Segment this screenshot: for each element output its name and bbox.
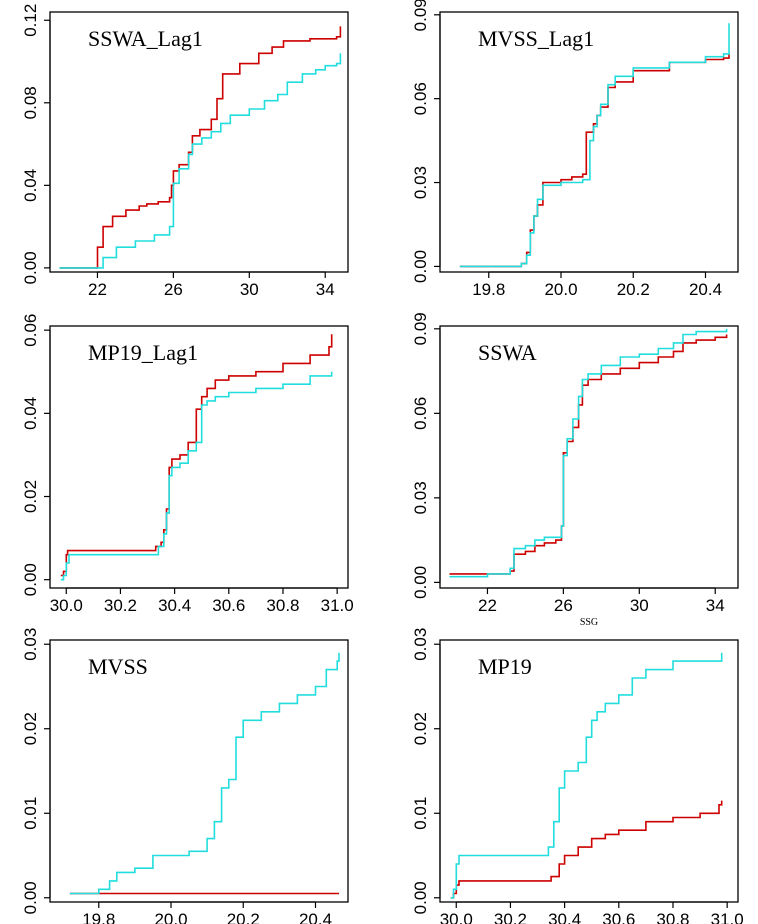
y-tick-label: 0.00 — [411, 250, 430, 283]
series-line — [60, 334, 333, 577]
series-line — [449, 328, 728, 578]
x-tick-label: 19.8 — [472, 280, 505, 299]
chart-panel: 30.0 30.2 30.4 30.6 30.8 31.0 0.00 0.02 0.04 0.06… — [21, 314, 354, 615]
y-tick-label: 0.02 — [21, 480, 40, 513]
series-line — [69, 652, 340, 895]
y-tick-label: 0.00 — [21, 881, 40, 914]
plot-frame — [439, 639, 739, 903]
y-tick-label: 0.04 — [21, 397, 40, 430]
x-tick-label: 22 — [478, 596, 497, 615]
chart-panel: 30.0 30.2 30.4 30.6 30.8 31.0 0.00 0.01 0.02 0.03… — [411, 628, 744, 924]
chart-panel: 22 26 30 34 0.00 0.03 0.06 0.09 SSWA SSG — [411, 312, 739, 628]
y-tick-label: 0.08 — [21, 86, 40, 119]
x-tick-label: 20.2 — [227, 910, 260, 924]
x-tick-label: 30 — [240, 280, 259, 299]
x-tick-label: 20.4 — [299, 910, 332, 924]
x-tick-label: 30.4 — [158, 596, 191, 615]
series-line — [450, 652, 723, 899]
x-tick-label: 26 — [164, 280, 183, 299]
y-tick-label: 0.00 — [411, 881, 430, 914]
x-tick-label: 30.6 — [212, 596, 245, 615]
y-tick-label: 0.03 — [411, 166, 430, 199]
series-line — [459, 53, 730, 268]
x-tick-label: 30.8 — [656, 910, 689, 924]
y-tick-label: 0.04 — [21, 169, 40, 202]
plot-frame — [49, 639, 349, 903]
plot-frame — [49, 325, 349, 589]
x-tick-label: 26 — [554, 596, 573, 615]
plot-frame — [439, 325, 739, 589]
series-line — [449, 334, 728, 575]
series-line — [60, 371, 333, 581]
x-tick-label: 19.8 — [82, 910, 115, 924]
x-tick-label: 30.6 — [602, 910, 635, 924]
y-tick-label: 0.00 — [21, 563, 40, 596]
panel-title: SSWA — [478, 340, 537, 365]
series-line — [459, 23, 730, 268]
x-axis-title: SSG — [580, 617, 598, 628]
x-tick-label: 20.0 — [154, 910, 187, 924]
y-tick-label: 0.06 — [411, 82, 430, 115]
y-tick-label: 0.00 — [411, 566, 430, 599]
x-tick-label: 34 — [316, 280, 335, 299]
plot-frame — [49, 11, 349, 273]
x-tick-label: 20.0 — [544, 280, 577, 299]
y-tick-label: 0.09 — [411, 312, 430, 345]
x-tick-label: 30.2 — [494, 910, 527, 924]
y-tick-label: 0.12 — [21, 4, 40, 37]
y-tick-label: 0.03 — [411, 481, 430, 514]
y-tick-label: 0.01 — [411, 797, 430, 830]
x-tick-label: 31.0 — [321, 596, 354, 615]
series-line — [450, 800, 723, 899]
y-tick-label: 0.02 — [21, 712, 40, 745]
panel-title: SSWA_Lag1 — [88, 26, 203, 51]
x-tick-label: 30.0 — [440, 910, 473, 924]
x-tick-label: 22 — [88, 280, 107, 299]
x-tick-label: 31.0 — [711, 910, 744, 924]
y-tick-label: 0.06 — [411, 397, 430, 430]
y-tick-label: 0.03 — [21, 628, 40, 661]
chart-panel: 19.8 20.0 20.2 20.4 0.00 0.03 0.06 0.09 MVSS_Lag… — [411, 0, 739, 299]
panel-title: MVSS — [88, 654, 148, 679]
y-tick-label: 0.00 — [21, 251, 40, 284]
x-tick-label: 30.2 — [104, 596, 137, 615]
x-tick-label: 20.4 — [689, 280, 722, 299]
panel-title: MP19 — [478, 654, 532, 679]
x-tick-label: 30.0 — [50, 596, 83, 615]
x-tick-label: 20.2 — [617, 280, 650, 299]
y-tick-label: 0.06 — [21, 314, 40, 347]
chart-panel: 22 26 30 34 0.00 0.04 0.08 0.12 SSWA_Lag1 — [21, 4, 349, 299]
series-line — [59, 53, 342, 269]
panel-title: MP19_Lag1 — [88, 340, 198, 365]
x-tick-label: 30 — [630, 596, 649, 615]
series-line — [59, 26, 342, 269]
y-tick-label: 0.02 — [411, 712, 430, 745]
x-tick-label: 30.8 — [266, 596, 299, 615]
y-tick-label: 0.01 — [21, 797, 40, 830]
chart-panel: 19.8 20.0 20.2 20.4 0.00 0.01 0.02 0.03 MVSS — [21, 628, 349, 924]
y-tick-label: 0.09 — [411, 0, 430, 31]
panel-title: MVSS_Lag1 — [478, 26, 594, 51]
plot-frame — [439, 11, 739, 273]
x-tick-label: 30.4 — [548, 910, 581, 924]
x-tick-label: 34 — [706, 596, 725, 615]
y-tick-label: 0.03 — [411, 628, 430, 661]
